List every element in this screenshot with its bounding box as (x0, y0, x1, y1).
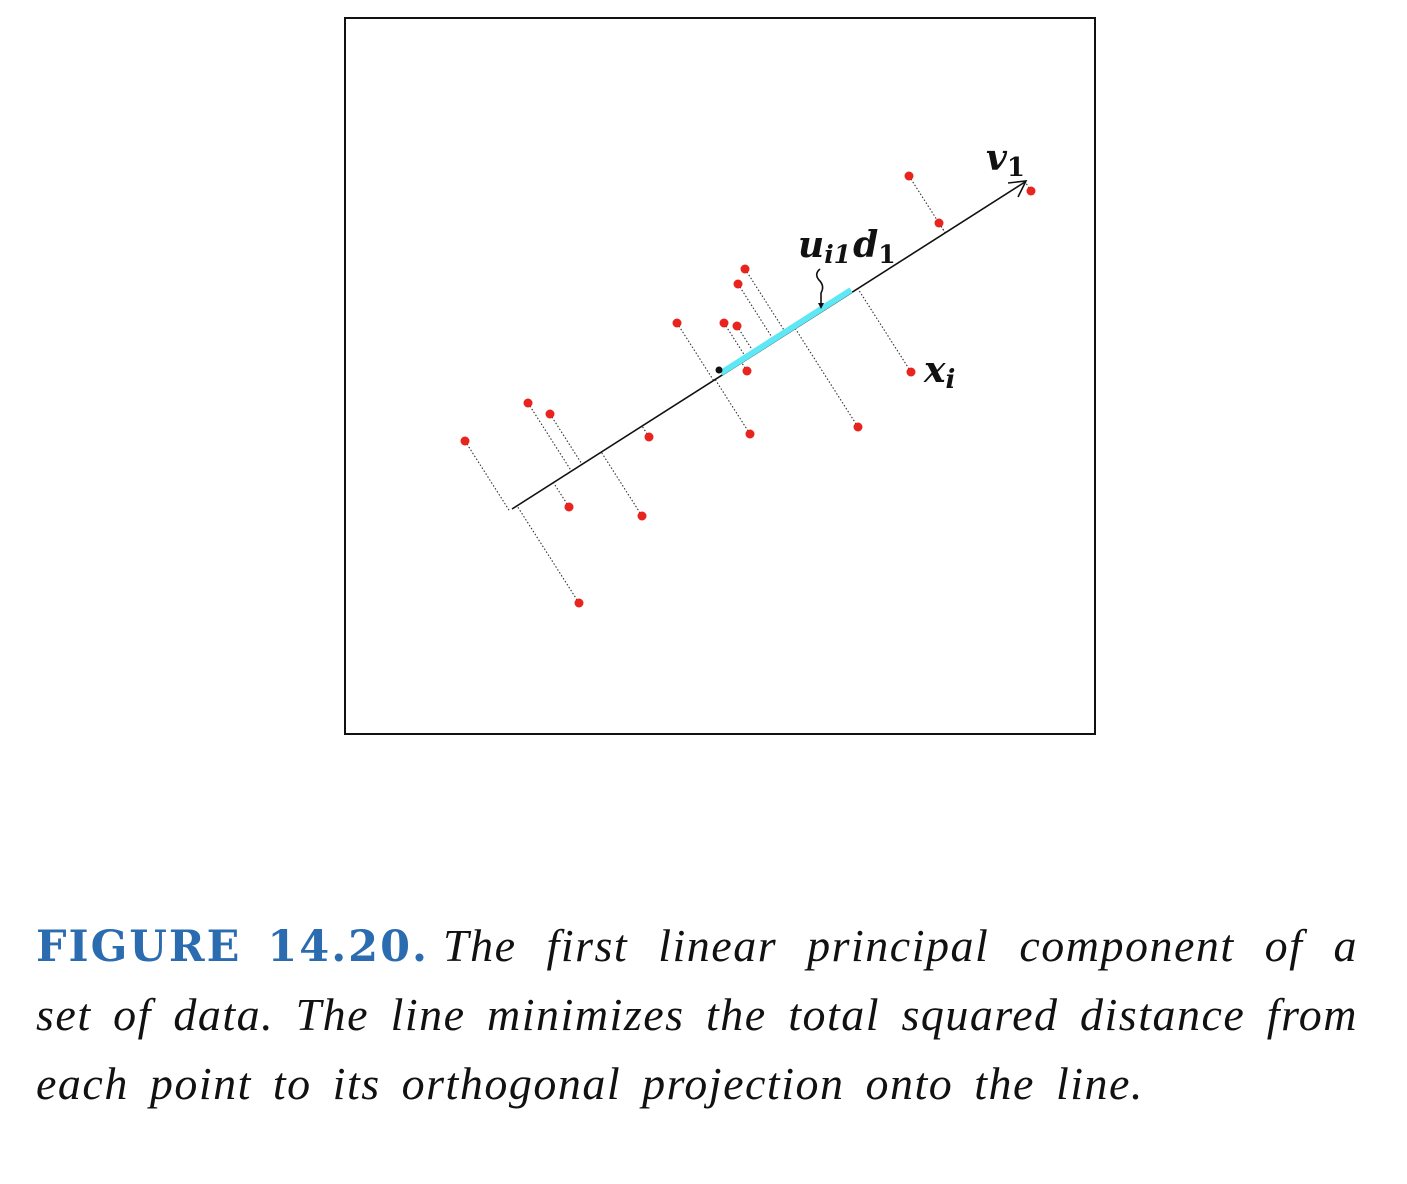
figure-number: FIGURE 14.20. (36, 922, 429, 972)
v1-label: v1 (986, 137, 1025, 183)
brace-curve-icon (815, 268, 824, 304)
data-point (564, 502, 574, 512)
projection-line (676, 322, 715, 381)
data-point (637, 511, 647, 521)
projection-line (552, 482, 570, 508)
figure-caption: FIGURE 14.20. The first linear principal … (36, 912, 1358, 1119)
projection-line (741, 362, 748, 372)
projection-line (641, 425, 650, 438)
projection-line (527, 402, 572, 472)
origin-point (715, 366, 723, 374)
caption-text: The first linear principal component of … (36, 920, 1358, 1109)
data-point (1026, 186, 1036, 196)
data-point (523, 398, 533, 408)
figure-canvas: v1 ui1d1 xi (344, 17, 1096, 735)
projection-segment (719, 287, 853, 376)
data-point (904, 171, 914, 181)
projection-line (549, 413, 583, 465)
data-point (733, 279, 743, 289)
projection-line (723, 322, 748, 360)
projection-lines (464, 175, 1032, 604)
projection-line (857, 288, 912, 373)
data-point (853, 422, 863, 432)
data-point (460, 436, 470, 446)
arrow-head-icon (1007, 180, 1028, 198)
v1-label-sub: 1 (1007, 153, 1025, 183)
data-point (672, 318, 682, 328)
v1-label-main: v (986, 137, 1008, 179)
x-label-main: x (923, 349, 946, 391)
projection-line (737, 283, 776, 342)
d-label-main: d (853, 224, 878, 266)
projection-line (600, 451, 643, 517)
data-point (906, 367, 916, 377)
data-point (545, 409, 555, 419)
data-point (934, 218, 944, 228)
figure-panel: v1 ui1d1 xi (344, 17, 1096, 735)
data-point (732, 321, 742, 331)
data-point (644, 432, 654, 442)
data-point (742, 366, 752, 376)
ui1d1-label: ui1d1 (798, 224, 896, 269)
xi-label: xi (923, 349, 955, 395)
u-label-main: u (798, 224, 824, 266)
brace-tip-icon (818, 303, 824, 309)
projection-line (714, 379, 751, 435)
data-points (460, 171, 1036, 608)
data-point (719, 318, 729, 328)
data-point (574, 598, 584, 608)
data-point (745, 429, 755, 439)
d-label-sub: 1 (878, 240, 895, 269)
x-label-sub: i (945, 365, 955, 395)
projection-line (744, 268, 787, 335)
data-point (740, 264, 750, 274)
u-label-sub: i1 (824, 240, 851, 269)
